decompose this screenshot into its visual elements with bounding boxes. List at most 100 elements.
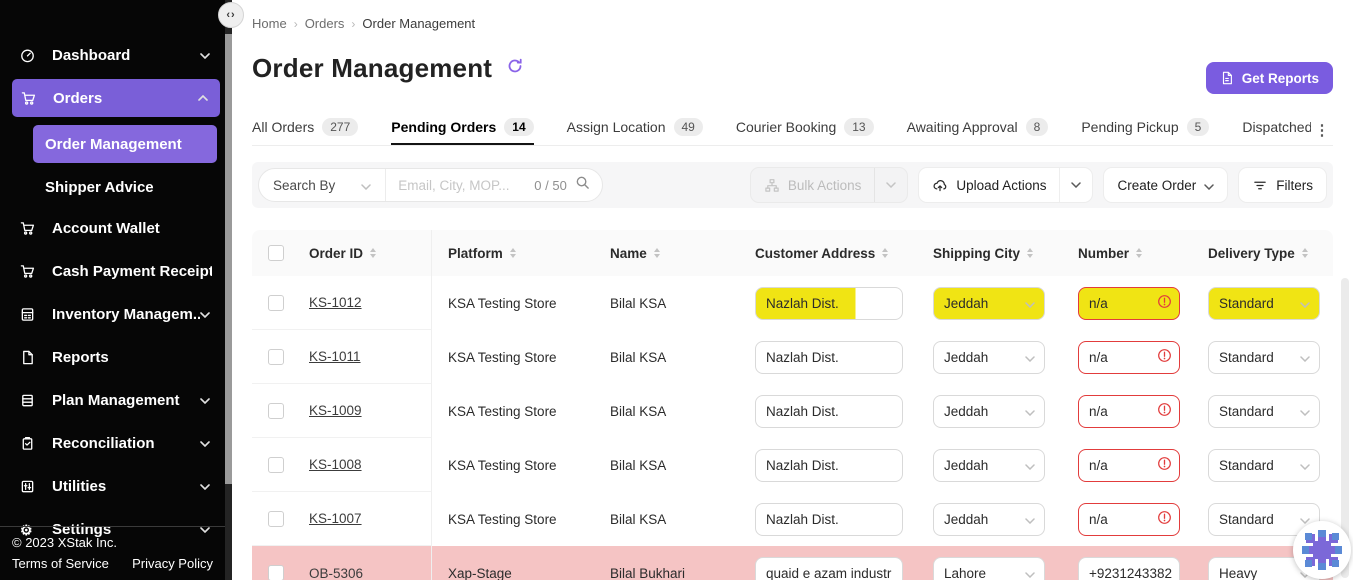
column-header-shipping-city[interactable]: Shipping City [917, 230, 1062, 276]
order-id-link[interactable]: KS-1009 [309, 403, 362, 418]
delivery-type-select[interactable]: Standard [1208, 394, 1320, 428]
customer-address-input[interactable] [755, 556, 903, 580]
delivery-type-select[interactable]: Standard [1208, 286, 1320, 320]
tab-awaiting-approval[interactable]: Awaiting Approval 8 [907, 109, 1049, 145]
column-header-delivery-type[interactable]: Delivery Type [1192, 230, 1333, 276]
column-header-platform[interactable]: Platform [432, 230, 594, 276]
row-checkbox[interactable] [268, 456, 284, 473]
sidebar-item-shipper-advice[interactable]: Shipper Advice [45, 178, 154, 196]
sidebar-menu: Dashboard Orders Order Management Shippe… [0, 0, 232, 551]
order-id-link[interactable]: KS-1011 [309, 349, 361, 364]
tab-count-badge: 277 [322, 118, 359, 136]
row-checkbox[interactable] [268, 294, 284, 311]
customer-address-input[interactable] [755, 502, 903, 536]
number-input[interactable]: n/a [1078, 394, 1180, 428]
sidebar-collapse-toggle[interactable]: ‹› [218, 2, 244, 28]
delivery-type-select[interactable]: Standard [1208, 448, 1320, 482]
breadcrumb-home[interactable]: Home [252, 16, 287, 31]
table-row: KS-1012 KSA Testing Store Bilal KSA Jedd… [252, 276, 1333, 330]
row-checkbox[interactable] [268, 348, 284, 365]
chevron-down-icon[interactable] [1059, 168, 1092, 202]
column-header-name[interactable]: Name [594, 230, 739, 276]
order-id-link[interactable]: OB-5306 [309, 565, 364, 580]
privacy-policy-link[interactable]: Privacy Policy [132, 556, 213, 571]
extension-widget-button[interactable] [1293, 521, 1351, 579]
customer-address-input[interactable] [755, 448, 903, 482]
search-group: Search By 0 / 50 [258, 168, 603, 202]
select-all-checkbox[interactable] [268, 245, 284, 261]
number-input[interactable]: n/a [1078, 286, 1180, 320]
asterisk-logo-icon [1302, 530, 1342, 570]
shipping-city-select[interactable]: Lahore [933, 556, 1045, 580]
sidebar-item-cash-payment-receipt[interactable]: Cash Payment Receipt ... [0, 250, 232, 293]
chevron-down-icon[interactable] [874, 168, 907, 202]
number-input[interactable]: +92312433829 [1078, 556, 1180, 580]
column-header-customer-address[interactable]: Customer Address [739, 230, 917, 276]
tab-assign-location[interactable]: Assign Location 49 [567, 109, 703, 145]
more-tabs-icon[interactable]: ⋮ [1311, 115, 1333, 145]
chevron-down-icon [1300, 458, 1310, 473]
terms-of-service-link[interactable]: Terms of Service [12, 556, 109, 571]
number-input[interactable]: n/a [1078, 448, 1180, 482]
search-icon[interactable] [575, 175, 590, 195]
chevron-down-icon [200, 311, 212, 318]
number-input[interactable]: n/a [1078, 502, 1180, 536]
list-icon [20, 393, 38, 409]
sidebar-scrollbar-thumb[interactable] [225, 34, 232, 484]
get-reports-button[interactable]: Get Reports [1205, 62, 1333, 94]
order-id-link[interactable]: KS-1012 [309, 295, 362, 310]
chevron-down-icon [361, 178, 372, 193]
shipping-city-select[interactable]: Jeddah [933, 448, 1045, 482]
order-id-link[interactable]: KS-1008 [309, 457, 362, 472]
shipping-city-select[interactable]: Jeddah [933, 394, 1045, 428]
row-checkbox[interactable] [268, 510, 284, 527]
bulk-actions-button[interactable]: Bulk Actions [749, 167, 909, 203]
cloud-upload-icon [933, 179, 947, 191]
tab-count-badge: 13 [844, 118, 874, 136]
column-header-number[interactable]: Number [1062, 230, 1192, 276]
table-scrollbar[interactable] [1341, 278, 1349, 578]
refresh-icon[interactable] [506, 57, 524, 80]
order-id-link[interactable]: KS-1007 [309, 511, 362, 526]
sidebar-item-plan-management[interactable]: Plan Management [0, 379, 232, 422]
table-row: KS-1011 KSA Testing Store Bilal KSA Jedd… [252, 330, 1333, 384]
tab-courier-booking[interactable]: Courier Booking 13 [736, 109, 874, 145]
main-content: Home › Orders › Order Management Order M… [232, 0, 1353, 580]
search-by-dropdown[interactable]: Search By [259, 169, 387, 201]
sidebar-item-reconciliation[interactable]: Reconciliation [0, 422, 232, 465]
sidebar-item-dashboard[interactable]: Dashboard [0, 34, 232, 77]
customer-address-input[interactable] [755, 394, 903, 428]
breadcrumb-orders[interactable]: Orders [304, 16, 345, 31]
sidebar-item-utilities[interactable]: Utilities [0, 465, 232, 508]
search-input[interactable] [398, 177, 527, 193]
tab-dispatched[interactable]: Dispatched 19 [1242, 109, 1311, 145]
column-header-order-id[interactable]: Order ID [300, 230, 432, 276]
delivery-type-select[interactable]: Heavy [1208, 556, 1320, 580]
tab-all-orders[interactable]: All Orders 277 [252, 109, 359, 145]
platform-cell: KSA Testing Store [448, 403, 557, 419]
row-checkbox[interactable] [268, 402, 284, 419]
shipping-city-select[interactable]: Jeddah [933, 340, 1045, 374]
sidebar-item-reports[interactable]: Reports [0, 336, 232, 379]
customer-address-input[interactable] [755, 286, 903, 320]
delivery-type-select[interactable]: Standard [1208, 340, 1320, 374]
sidebar-footer: © 2023 XStak Inc. Terms of Service Priva… [0, 526, 225, 580]
tab-count-badge: 49 [673, 118, 703, 136]
tab-pending-orders[interactable]: Pending Orders 14 [391, 109, 535, 145]
number-input[interactable]: n/a [1078, 340, 1180, 374]
customer-address-input[interactable] [755, 340, 903, 374]
sidebar-item-order-management[interactable]: Order Management [33, 125, 217, 163]
sidebar-item-account-wallet[interactable]: Account Wallet [0, 207, 232, 250]
sidebar-item-orders[interactable]: Orders [12, 79, 220, 117]
sidebar-item-inventory-management[interactable]: Inventory Managem... [0, 293, 232, 336]
shipping-city-select[interactable]: Jeddah [933, 286, 1045, 320]
name-cell: Bilal KSA [610, 295, 667, 311]
delivery-type-select[interactable]: Standard [1208, 502, 1320, 536]
sliders-icon [20, 479, 38, 495]
shipping-city-select[interactable]: Jeddah [933, 502, 1045, 536]
filters-button[interactable]: Filters [1238, 167, 1327, 203]
tab-pending-pickup[interactable]: Pending Pickup 5 [1081, 109, 1210, 145]
create-order-button[interactable]: Create Order [1103, 167, 1229, 203]
row-checkbox[interactable] [268, 565, 284, 580]
upload-actions-button[interactable]: Upload Actions [918, 167, 1094, 203]
